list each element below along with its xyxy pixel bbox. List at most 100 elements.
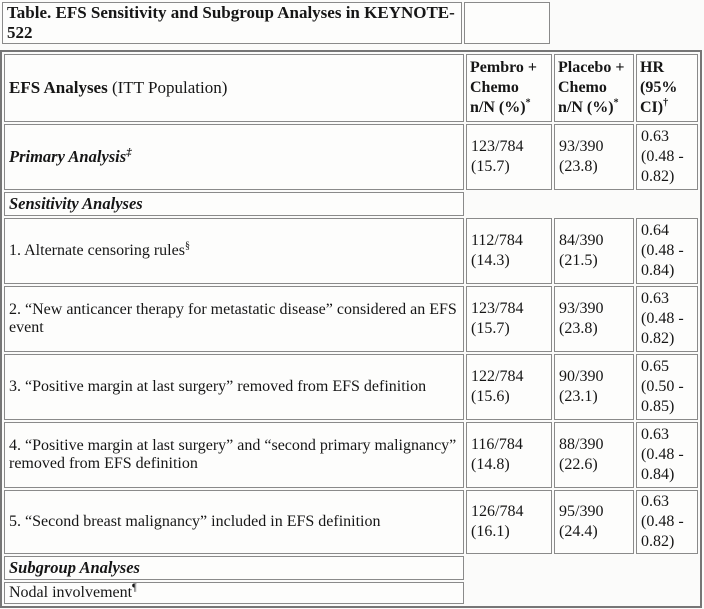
row-section-subgroup-analyses: Subgroup Analyses (4, 556, 698, 580)
hr-ci-high: 0.85) (641, 398, 675, 415)
placebo-pct-value: (24.4) (559, 523, 598, 540)
row-sensitivity-1: 1. Alternate censoring rules§ 112/784 (1… (4, 218, 698, 284)
footnote-marker-double-dagger: ‡ (126, 146, 132, 159)
analysis-label-cell: 5. “Second breast malignancy” included i… (4, 490, 464, 554)
analysis-label-cell: 2. “New anticancer therapy for metastati… (4, 286, 464, 352)
analysis-label: 1. Alternate censoring rules (9, 242, 185, 259)
placebo-header-line3: n/N (%)* (558, 98, 630, 118)
pembro-value-cell: 112/784 (14.3) (466, 218, 552, 284)
footnote-marker-section: § (184, 240, 190, 252)
analysis-label-cell: Nodal involvement¶ (4, 582, 464, 604)
column-header-placebo-chemo: Placebo + Chemo n/N (%)* (554, 54, 634, 122)
pembro-pct-value: (16.1) (471, 523, 510, 540)
hr-value: 0.65 (641, 358, 669, 375)
efs-analyses-table: EFS Analyses (ITT Population) Pembro + C… (0, 50, 702, 608)
analysis-label: 4. “Positive margin at last surgery” and… (9, 437, 457, 472)
placebo-n-value: 93/390 (559, 300, 604, 317)
pembro-pct-value: (15.6) (471, 388, 510, 405)
title-empty-cell (464, 2, 550, 44)
section-label-cell: Subgroup Analyses (4, 556, 464, 580)
title-row: Table. EFS Sensitivity and Subgroup Anal… (2, 2, 550, 44)
placebo-n-value: 90/390 (559, 368, 604, 385)
header-row: EFS Analyses (ITT Population) Pembro + C… (4, 54, 698, 122)
column-header-pembro-chemo: Pembro + Chemo n/N (%)* (466, 54, 552, 122)
hr-value-cell: 0.64 (0.48 - 0.84) (636, 218, 698, 284)
hr-value: 0.63 (641, 426, 669, 443)
primary-analysis-label: Primary Analysis‡ (9, 147, 132, 166)
placebo-pct-value: (23.8) (559, 320, 598, 337)
table-title-cell: Table. EFS Sensitivity and Subgroup Anal… (2, 2, 462, 44)
column-header-hr: HR (95% CI)† (636, 54, 698, 122)
hr-ci-low: (0.48 - (641, 513, 684, 530)
pembro-n-value: 112/784 (471, 232, 523, 249)
analysis-label: 3. “Positive margin at last surgery” rem… (9, 378, 427, 395)
column-header-efs-analyses: EFS Analyses (ITT Population) (4, 54, 464, 122)
row-sensitivity-4: 4. “Positive margin at last surgery” and… (4, 422, 698, 488)
pembro-pct-value: (14.3) (471, 252, 510, 269)
hr-value: 0.63 (641, 493, 669, 510)
hr-value: 0.64 (641, 222, 669, 239)
pembro-value-cell: 122/784 (15.6) (466, 354, 552, 420)
empty-region (466, 192, 698, 216)
placebo-n-value: 88/390 (559, 436, 604, 453)
hr-ci-low: (0.48 - (641, 446, 684, 463)
row-sensitivity-2: 2. “New anticancer therapy for metastati… (4, 286, 698, 352)
hr-ci-low: (0.50 - (641, 378, 684, 395)
empty-region (466, 556, 698, 580)
pembro-value-cell: 123/784 (15.7) (466, 286, 552, 352)
header-efs-analyses-label: EFS Analyses (9, 78, 108, 97)
hr-value: 0.63 (641, 128, 669, 145)
hr-value-cell: 0.63 (0.48 - 0.84) (636, 422, 698, 488)
placebo-value-cell: 93/390 (23.8) (554, 286, 634, 352)
hr-value: 0.63 (641, 290, 669, 307)
section-label-cell: Sensitivity Analyses (4, 192, 464, 216)
hr-ci-low: (0.48 - (641, 148, 684, 165)
pembro-header-line3: n/N (%)* (470, 98, 548, 118)
placebo-n-value: 84/390 (559, 232, 604, 249)
row-sensitivity-3: 3. “Positive margin at last surgery” rem… (4, 354, 698, 420)
placebo-value-cell: 88/390 (22.6) (554, 422, 634, 488)
placebo-header-nn: n/N (%) (558, 99, 614, 116)
hr-ci-high: 0.84) (641, 466, 675, 483)
empty-region (466, 582, 698, 604)
pembro-value-cell: 126/784 (16.1) (466, 490, 552, 554)
placebo-pct-value: (21.5) (559, 252, 598, 269)
pembro-n-value: 123/784 (471, 138, 524, 155)
hr-value-cell: 0.63 (0.48 - 0.82) (636, 490, 698, 554)
analysis-label-cell: Primary Analysis‡ (4, 124, 464, 190)
pembro-pct-value: (14.8) (471, 456, 510, 473)
hr-value-cell: 0.63 (0.48 - 0.82) (636, 286, 698, 352)
hr-ci-low: (0.48 - (641, 310, 684, 327)
subgroup-analyses-label: Subgroup Analyses (9, 558, 140, 577)
pembro-n-value: 116/784 (471, 436, 523, 453)
table-title: Table. EFS Sensitivity and Subgroup Anal… (7, 3, 455, 42)
placebo-n-value: 95/390 (559, 503, 604, 520)
placebo-value-cell: 90/390 (23.1) (554, 354, 634, 420)
row-sensitivity-5: 5. “Second breast malignancy” included i… (4, 490, 698, 554)
analysis-label-cell: 4. “Positive margin at last surgery” and… (4, 422, 464, 488)
pembro-header-line1: Pembro + (470, 59, 538, 76)
pembro-header-nn: n/N (%) (470, 99, 526, 116)
row-primary-analysis: Primary Analysis‡ 123/784 (15.7) 93/390 … (4, 124, 698, 190)
nodal-involvement-label: Nodal involvement (9, 584, 133, 601)
placebo-n-value: 93/390 (559, 138, 604, 155)
hr-header-line3: CI)† (640, 98, 694, 118)
analysis-label-cell: 3. “Positive margin at last surgery” rem… (4, 354, 464, 420)
pembro-n-value: 126/784 (471, 503, 524, 520)
pembro-n-value: 122/784 (471, 368, 524, 385)
hr-header-line1: HR (640, 59, 664, 76)
analysis-label: 5. “Second breast malignancy” included i… (9, 513, 381, 530)
footnote-marker-asterisk: * (613, 97, 619, 109)
pembro-value-cell: 123/784 (15.7) (466, 124, 552, 190)
placebo-value-cell: 84/390 (21.5) (554, 218, 634, 284)
placebo-value-cell: 93/390 (23.8) (554, 124, 634, 190)
analysis-label: 2. “New anticancer therapy for metastati… (9, 301, 457, 336)
pembro-value-cell: 116/784 (14.8) (466, 422, 552, 488)
hr-value-cell: 0.63 (0.48 - 0.82) (636, 124, 698, 190)
placebo-pct-value: (23.8) (559, 158, 598, 175)
analysis-label-cell: 1. Alternate censoring rules§ (4, 218, 464, 284)
placebo-value-cell: 95/390 (24.4) (554, 490, 634, 554)
placebo-pct-value: (22.6) (559, 456, 598, 473)
pembro-n-value: 123/784 (471, 300, 524, 317)
header-itt-population-label: (ITT Population) (107, 78, 228, 97)
